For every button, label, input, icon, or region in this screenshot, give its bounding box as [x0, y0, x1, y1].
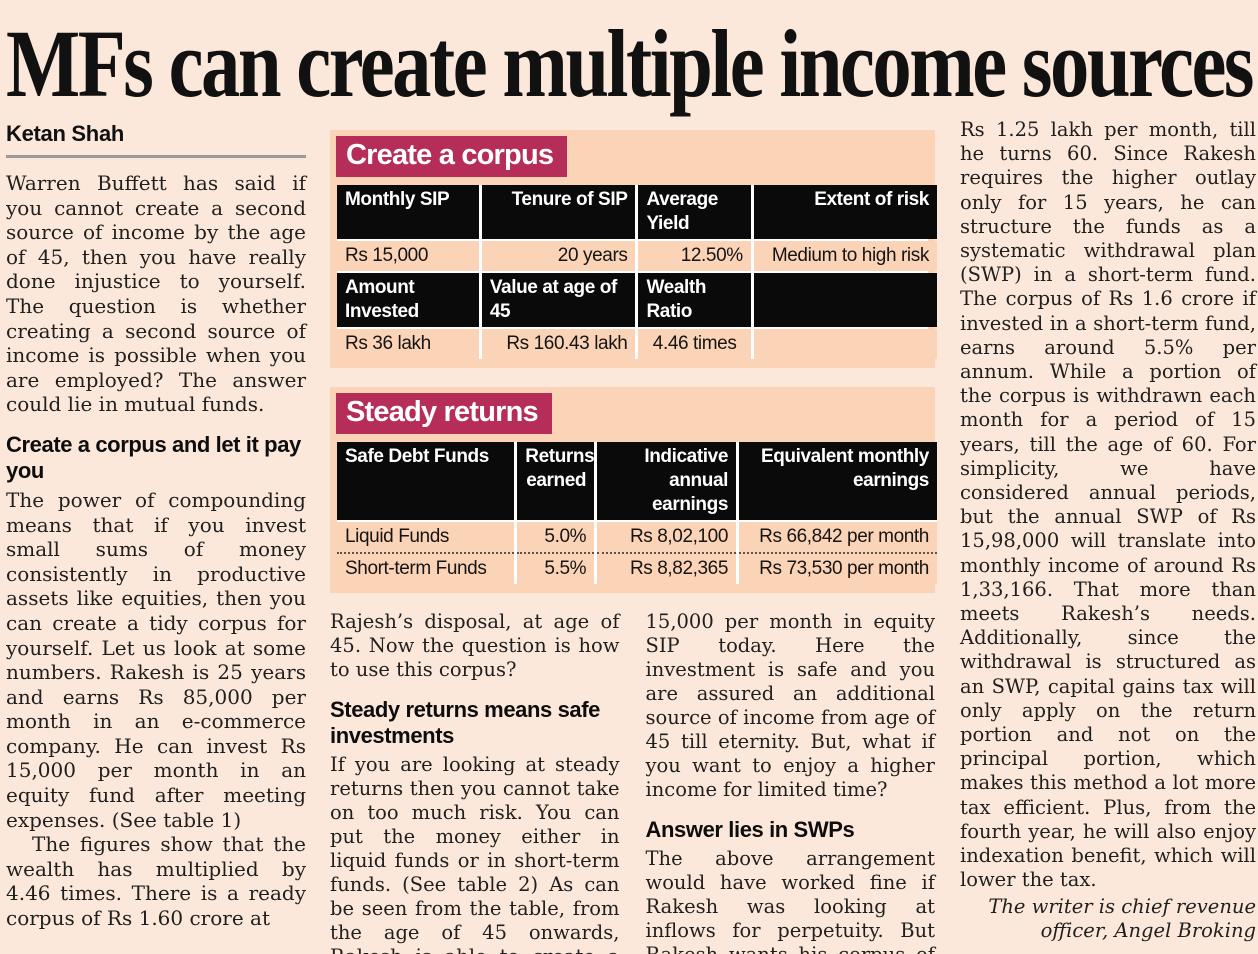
- section-heading-steady-returns: Steady returns means safe investments: [330, 697, 601, 748]
- table-header-cell: Tenure of SIP: [481, 185, 636, 239]
- table-header-cell-empty: [753, 273, 937, 327]
- table-cell: Medium to high risk: [753, 241, 937, 271]
- table-cell: 5.0%: [517, 522, 595, 554]
- article-middle-block: Create a corpus Monthly SIP Tenure of SI…: [330, 130, 937, 954]
- section-heading-answer-swps: Answer lies in SWPs: [645, 817, 855, 842]
- paragraph: 15,000 per month in equity SIP today. He…: [645, 610, 936, 801]
- writer-credit: The writer is chief revenue officer, Ang…: [988, 894, 1256, 942]
- headline-row: MFs can create multiple income sources: [6, 10, 1256, 120]
- byline-divider: [6, 155, 306, 158]
- byline: Ketan Shah: [6, 121, 125, 146]
- steady-table-grid: Safe Debt Funds Returns earned Indicativ…: [337, 442, 937, 584]
- paragraph: If you are looking at steady returns the…: [330, 753, 620, 954]
- table-cell: Rs 66,842 per month: [739, 522, 937, 554]
- table-cell: Rs 8,02,100: [597, 522, 736, 554]
- paragraph: Rs 1.25 lakh per month, till he turns 60…: [960, 118, 1256, 892]
- table-cell: Rs 160.43 lakh: [481, 329, 636, 359]
- article-column-2: Rajesh’s disposal, at age of 45. Now the…: [330, 610, 620, 954]
- table-title-create-a-corpus: Create a corpus: [336, 136, 568, 177]
- article-column-1: Ketan Shah Warren Buffett has said if yo…: [6, 122, 306, 931]
- paragraph: Rajesh’s disposal, at age of 45. Now the…: [330, 610, 620, 681]
- paragraph: Warren Buffett has said if you cannot cr…: [6, 171, 306, 417]
- article-column-4: Rs 1.25 lakh per month, till he turns 60…: [960, 118, 1256, 943]
- page-title: MFs can create multiple income sources: [6, 10, 1255, 117]
- table-cell: Rs 36 lakh: [337, 329, 479, 359]
- table-steady-returns: Steady returns Safe Debt Funds Returns e…: [330, 387, 937, 593]
- table-header-cell: Amount Invested: [337, 273, 479, 327]
- table-header-cell: Monthly SIP: [337, 185, 479, 239]
- middle-text-columns: Rajesh’s disposal, at age of 45. Now the…: [330, 610, 935, 954]
- table-header-cell: Safe Debt Funds: [337, 442, 515, 522]
- table-cell: Rs 8,82,365: [597, 554, 736, 584]
- table-header-cell: Average Yield: [638, 185, 751, 239]
- table-header-cell: Indicative annual earnings: [597, 442, 736, 522]
- paragraph: The power of compounding means that if y…: [6, 487, 306, 832]
- table-cell-empty: [753, 329, 937, 359]
- table-cell: 5.5%: [517, 554, 595, 584]
- table-cell: Rs 73,530 per month: [739, 554, 937, 584]
- table-header-cell: Equivalent monthly earnings: [739, 442, 937, 522]
- table-header-cell: Wealth Ratio: [638, 273, 751, 327]
- section-heading-create-corpus: Create a corpus and let it pay you: [6, 431, 301, 483]
- paragraph: The above arrangement would have worked …: [645, 847, 936, 954]
- table-header-cell: Value at age of 45: [481, 273, 636, 327]
- table-cell: 20 years: [481, 241, 636, 271]
- table-cell: Rs 15,000: [337, 241, 479, 271]
- table-title-steady-returns: Steady returns: [336, 393, 552, 434]
- article-column-3: 15,000 per month in equity SIP today. He…: [646, 610, 936, 954]
- table-create-a-corpus: Create a corpus Monthly SIP Tenure of SI…: [330, 130, 937, 368]
- corpus-table-grid: Monthly SIP Tenure of SIP Average Yield …: [337, 185, 937, 359]
- table-cell: Short-term Funds: [337, 554, 515, 584]
- paragraph: The figures show that the wealth has mul…: [6, 832, 306, 931]
- table-cell: 4.46 times: [638, 329, 751, 359]
- table-cell: Liquid Funds: [337, 522, 515, 554]
- table-header-cell: Extent of risk: [753, 185, 937, 239]
- table-header-cell: Returns earned: [517, 442, 595, 522]
- table-cell: 12.50%: [638, 241, 751, 271]
